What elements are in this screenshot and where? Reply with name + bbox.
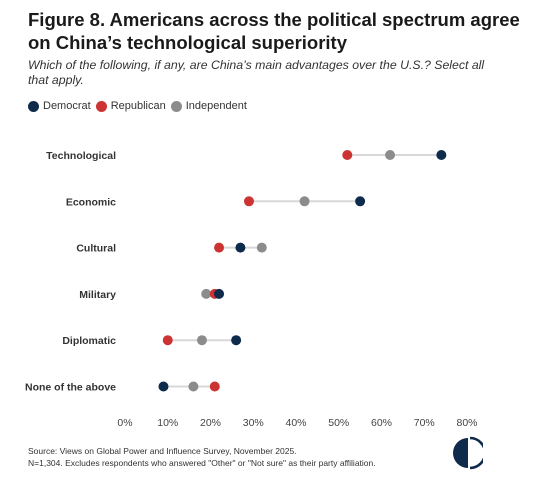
chart-title: Figure 8. Americans across the political… (28, 9, 520, 53)
dot-independent-economic (299, 196, 310, 207)
dot-democrat-diplomatic (231, 335, 242, 346)
half-circle-logo-icon (453, 436, 483, 470)
legend-label-republican: Republican (110, 100, 166, 112)
x-tick-label: 20% (200, 417, 221, 429)
legend-dot-democrat (28, 100, 39, 112)
dot-democrat-none-of-the-above (158, 381, 169, 392)
category-label-economic: Economic (66, 196, 116, 208)
legend-item-republican: Republican (95, 100, 166, 112)
legend-dot-republican (95, 100, 107, 112)
dot-republican-cultural (214, 242, 225, 253)
x-tick-label: 50% (328, 417, 349, 429)
legend-item-democrat: Democrat (28, 100, 91, 112)
x-tick-label: 30% (243, 417, 264, 429)
dot-plot: Technological Economic Cultural Military Dip… (25, 150, 478, 429)
dot-republican-technological (342, 150, 353, 160)
x-tick-label: 10% (157, 417, 178, 429)
legend-label-democrat: Democrat (43, 100, 91, 112)
legend-item-independent: Independent (170, 100, 247, 112)
legend-dot-independent (170, 100, 182, 112)
source-note: Source: Views on Global Power and Influe… (28, 445, 448, 469)
source-line: Source: Views on Global Power and Influe… (28, 446, 297, 456)
dot-independent-technological (385, 150, 396, 160)
sample-note: N=1,304. Excludes respondents who answer… (28, 458, 376, 468)
category-label-technological: Technological (46, 150, 116, 162)
dot-independent-military (201, 288, 212, 299)
category-label-military: Military (79, 289, 116, 301)
category-label-cultural: Cultural (76, 243, 116, 255)
category-label-none-of-the-above: None of the above (25, 382, 116, 394)
dot-democrat-military (214, 288, 225, 299)
dot-independent-cultural (256, 242, 267, 253)
dot-democrat-economic (355, 196, 366, 207)
dot-democrat-cultural (235, 242, 246, 253)
x-tick-label: 40% (285, 417, 306, 429)
legend: Democrat Republican Independent (28, 100, 252, 112)
dot-independent-diplomatic (196, 335, 207, 346)
dot-republican-diplomatic (162, 335, 173, 346)
dot-democrat-technological (436, 150, 447, 160)
legend-label-independent: Independent (185, 100, 247, 112)
dot-republican-economic (243, 196, 254, 207)
x-tick-label: 80% (456, 417, 477, 429)
x-tick-label: 0% (117, 417, 132, 429)
x-tick-label: 60% (371, 417, 392, 429)
dot-republican-none-of-the-above (209, 381, 220, 392)
dot-independent-none-of-the-above (188, 381, 199, 392)
chart-subtitle: Which of the following, if any, are Chin… (28, 58, 485, 87)
x-tick-label: 70% (414, 417, 435, 429)
category-label-diplomatic: Diplomatic (62, 335, 116, 347)
